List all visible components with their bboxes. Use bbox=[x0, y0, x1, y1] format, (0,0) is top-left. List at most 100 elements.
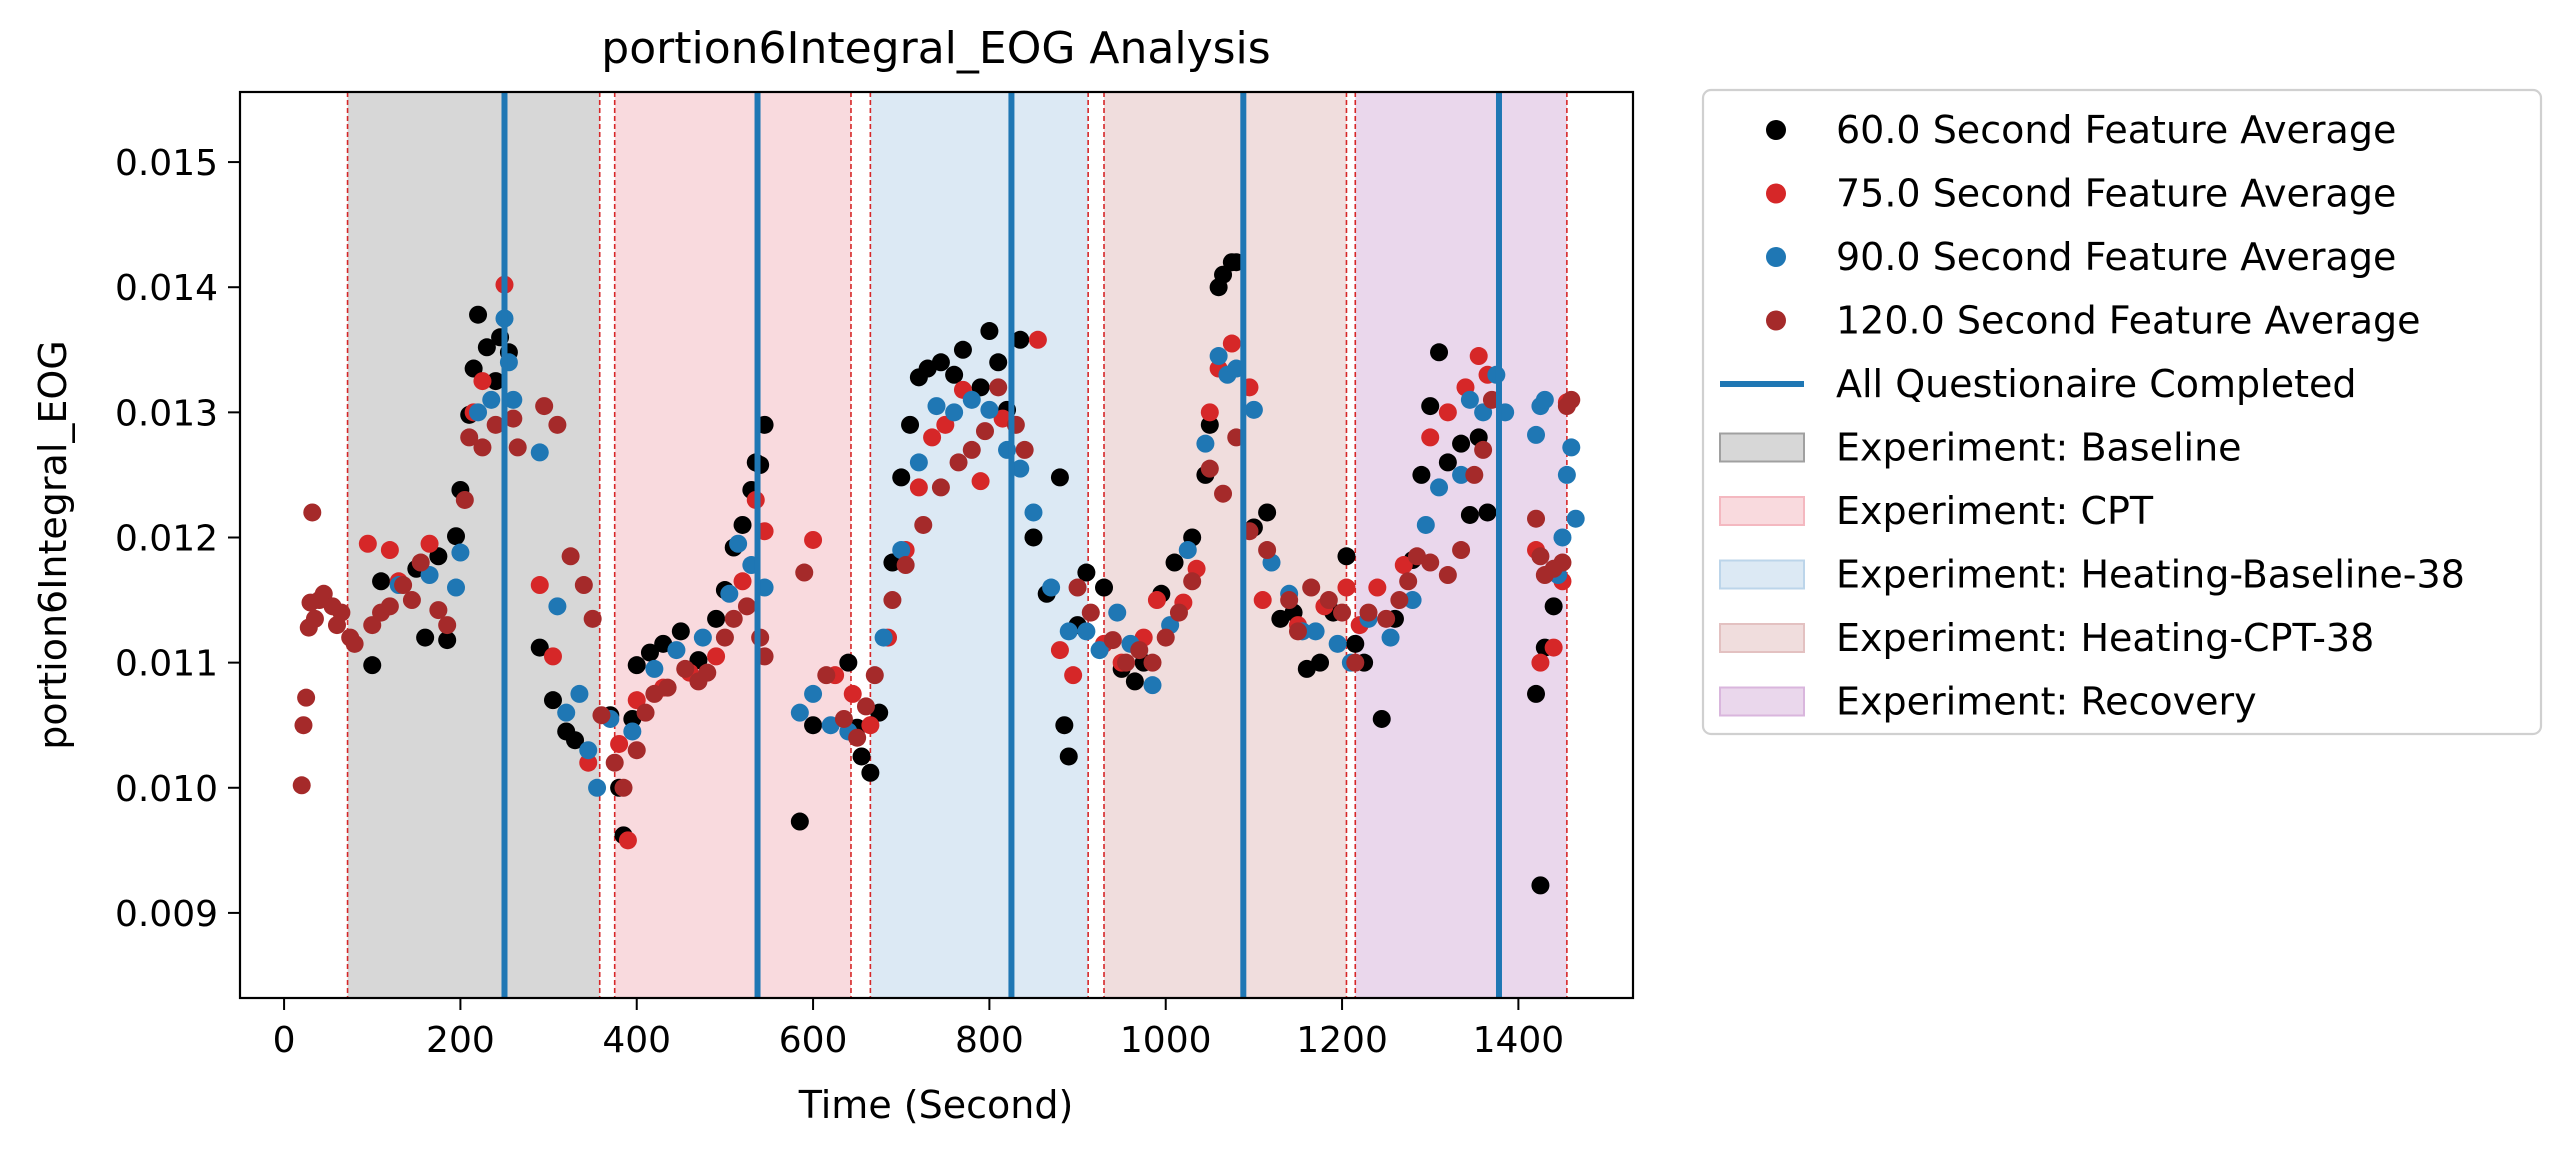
data-point bbox=[548, 597, 567, 616]
data-point bbox=[901, 415, 920, 434]
data-point bbox=[1117, 653, 1136, 672]
data-point bbox=[570, 684, 589, 703]
data-point bbox=[1059, 747, 1078, 766]
data-point bbox=[486, 415, 505, 434]
data-point bbox=[848, 728, 867, 747]
data-point bbox=[1183, 572, 1202, 591]
legend-swatch bbox=[1719, 623, 1805, 653]
data-point bbox=[447, 527, 466, 546]
x-tick-label: 800 bbox=[955, 1020, 1024, 1061]
data-point bbox=[297, 688, 316, 707]
data-point bbox=[579, 753, 598, 772]
data-point bbox=[482, 390, 501, 409]
data-point bbox=[1438, 403, 1457, 422]
legend-frame bbox=[1701, 88, 2543, 736]
x-tick-label: 400 bbox=[602, 1020, 671, 1061]
data-point bbox=[1469, 347, 1488, 366]
data-point bbox=[358, 534, 377, 553]
data-point bbox=[592, 706, 611, 725]
legend-label: Experiment: Heating-CPT-38 bbox=[1836, 616, 2374, 660]
data-point bbox=[1077, 563, 1096, 582]
data-point bbox=[508, 438, 527, 457]
data-point bbox=[1333, 603, 1352, 622]
data-point bbox=[1474, 440, 1493, 459]
data-point bbox=[574, 576, 593, 595]
data-point bbox=[931, 353, 950, 372]
data-point bbox=[1474, 403, 1493, 422]
data-point bbox=[1553, 528, 1572, 547]
data-point bbox=[420, 566, 439, 585]
data-point bbox=[1527, 425, 1546, 444]
data-point bbox=[892, 541, 911, 560]
data-point bbox=[892, 468, 911, 487]
legend-label: 60.0 Second Feature Average bbox=[1836, 108, 2396, 152]
data-point bbox=[861, 716, 880, 735]
data-point bbox=[1200, 415, 1219, 434]
data-point bbox=[1421, 397, 1440, 416]
data-point bbox=[438, 631, 457, 650]
data-point bbox=[975, 422, 994, 441]
phase-band bbox=[1104, 92, 1347, 998]
x-axis-label: Time (Second) bbox=[798, 1083, 1074, 1127]
data-point bbox=[1531, 547, 1550, 566]
data-point bbox=[1557, 465, 1576, 484]
data-point bbox=[1430, 343, 1449, 362]
data-point bbox=[1011, 459, 1030, 478]
data-point bbox=[1562, 438, 1581, 457]
data-point bbox=[720, 584, 739, 603]
data-point bbox=[658, 678, 677, 697]
data-point bbox=[623, 722, 642, 741]
data-point bbox=[363, 656, 382, 675]
data-point bbox=[707, 609, 726, 628]
data-point bbox=[636, 703, 655, 722]
data-point bbox=[707, 647, 726, 666]
data-point bbox=[1059, 622, 1078, 641]
data-point bbox=[936, 415, 955, 434]
data-point bbox=[1024, 503, 1043, 522]
data-point bbox=[971, 378, 990, 397]
legend-swatch bbox=[1719, 559, 1805, 590]
y-tick-label: 0.011 bbox=[115, 644, 218, 685]
data-point bbox=[1024, 528, 1043, 547]
data-point bbox=[1544, 638, 1563, 657]
data-point bbox=[1465, 465, 1484, 484]
data-point bbox=[557, 703, 576, 722]
data-point bbox=[640, 643, 659, 662]
data-point bbox=[1169, 603, 1188, 622]
data-point bbox=[724, 609, 743, 628]
data-point bbox=[883, 591, 902, 610]
data-point bbox=[1460, 390, 1479, 409]
data-point bbox=[1108, 603, 1127, 622]
data-point bbox=[416, 628, 435, 647]
data-point bbox=[1209, 347, 1228, 366]
data-point bbox=[790, 703, 809, 722]
legend-label: Experiment: CPT bbox=[1836, 489, 2154, 533]
legend-label: 90.0 Second Feature Average bbox=[1836, 235, 2396, 279]
data-point bbox=[1306, 622, 1325, 641]
series-1f77b4 bbox=[389, 309, 1585, 797]
data-point bbox=[1531, 653, 1550, 672]
data-point bbox=[1214, 484, 1233, 503]
data-point bbox=[1416, 515, 1435, 534]
data-point bbox=[1562, 390, 1581, 409]
data-point bbox=[627, 691, 646, 710]
data-point bbox=[852, 747, 871, 766]
data-point bbox=[1527, 684, 1546, 703]
data-point bbox=[543, 647, 562, 666]
data-point bbox=[914, 515, 933, 534]
legend-swatch bbox=[1719, 686, 1805, 717]
data-point bbox=[460, 428, 479, 447]
data-point bbox=[733, 515, 752, 534]
data-point bbox=[530, 443, 549, 462]
data-point bbox=[834, 709, 853, 728]
data-point bbox=[1438, 566, 1457, 585]
x-tick-label: 1200 bbox=[1296, 1020, 1388, 1061]
x-axis-ticks: 0 200 400 600 800 1000 1200 1400 bbox=[273, 998, 1564, 1061]
y-tick-label: 0.010 bbox=[115, 769, 218, 810]
data-point bbox=[605, 753, 624, 772]
data-point bbox=[927, 397, 946, 416]
data-point bbox=[1527, 509, 1546, 528]
data-point bbox=[980, 322, 999, 341]
data-point bbox=[804, 684, 823, 703]
data-point bbox=[530, 576, 549, 595]
